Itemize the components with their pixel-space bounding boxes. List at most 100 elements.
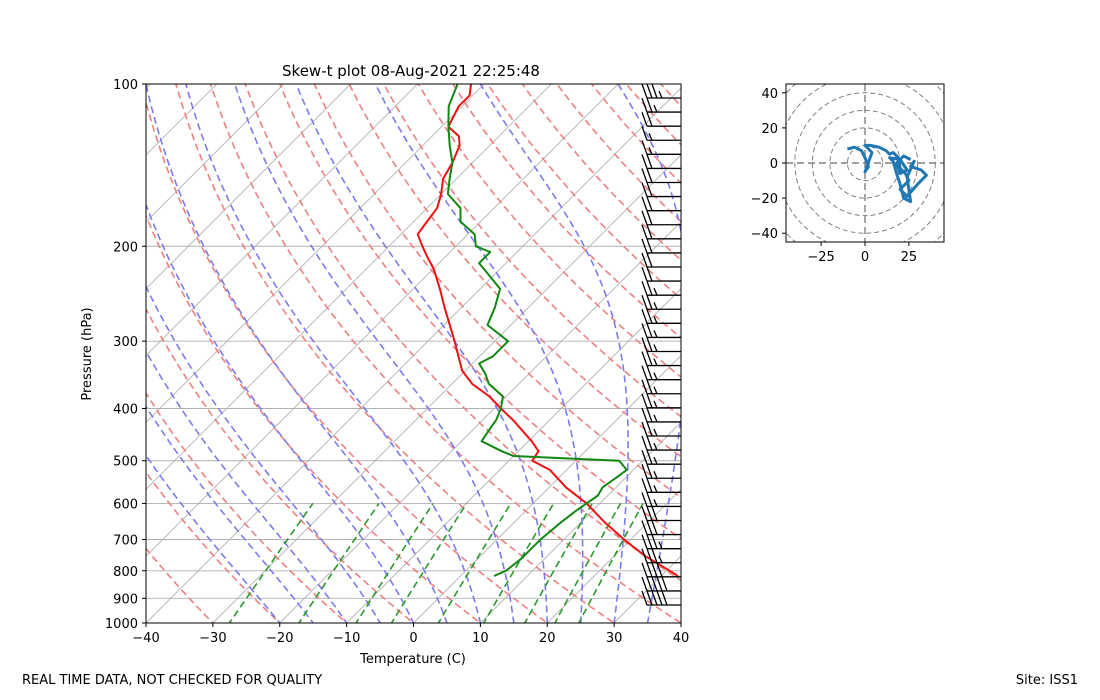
moist-adiabat	[146, 349, 348, 623]
dry-adiabat	[765, 84, 1100, 634]
dry-adiabat	[146, 99, 549, 623]
hodograph-y-tick-label: −40	[751, 227, 778, 242]
y-tick-label: 300	[113, 335, 138, 350]
wind-barb	[641, 126, 681, 141]
wind-barb	[641, 210, 681, 226]
x-axis-ticks: −40 −30 −20 −10 0 10 20 30 40	[132, 623, 689, 646]
y-tick-label: 600	[113, 497, 138, 512]
y-tick-label: 400	[113, 403, 138, 418]
moist-adiabat	[374, 84, 584, 623]
x-tick-label: −30	[199, 631, 226, 646]
dry-adiabat	[146, 307, 415, 623]
wind-barb	[641, 337, 681, 353]
site-label: Site: ISS1	[1015, 673, 1078, 688]
wind-barb	[641, 309, 681, 324]
dry-adiabat	[313, 84, 681, 499]
dry-adiabat	[625, 84, 681, 146]
quality-disclaimer: REAL TIME DATA, NOT CHECKED FOR QUALITY	[22, 673, 323, 688]
wind-barb	[641, 323, 681, 339]
wind-barb	[641, 154, 681, 170]
dry-adiabat	[590, 84, 681, 185]
hodograph-chart: −25 0 25 −40 −20 0 20 40	[751, 83, 945, 265]
isotherm-gridline	[736, 72, 1100, 634]
skew-t-chart: −40 −30 −20 −10 0 10 20 30 40 100200300400500600…	[0, 62, 1100, 667]
wind-barb	[641, 379, 681, 395]
moist-adiabat	[146, 405, 315, 623]
isotherm-gridline	[345, 287, 681, 623]
dry-adiabat	[209, 84, 681, 623]
wind-barb	[641, 576, 681, 592]
hodograph-rings	[786, 84, 944, 242]
wind-barb	[641, 168, 681, 184]
y-tick-label: 800	[113, 565, 138, 580]
moist-adiabat	[295, 84, 549, 623]
wind-barb	[641, 478, 681, 493]
mixing-ratio-line	[437, 502, 512, 623]
hodograph-y-tick-label: −20	[751, 192, 778, 207]
dry-adiabat	[486, 84, 681, 300]
wind-barb	[641, 351, 681, 367]
x-tick-label: 20	[539, 631, 556, 646]
wind-barb	[641, 449, 681, 465]
wind-barb	[641, 266, 681, 282]
y-tick-label: 200	[113, 240, 138, 255]
wind-barb	[641, 393, 681, 409]
wind-barb	[641, 224, 681, 240]
hodograph-line	[847, 143, 928, 204]
isotherm-gridline	[803, 72, 1100, 634]
wind-barb	[641, 295, 681, 310]
moist-adiabat	[617, 84, 681, 623]
skew-t-grid	[0, 72, 1100, 634]
x-tick-label: 40	[673, 631, 690, 646]
wind-barbs	[641, 83, 681, 606]
hodograph-y-tick-label: 0	[770, 157, 778, 172]
isotherm-gridline	[0, 72, 28, 634]
isotherm-gridline	[146, 84, 552, 490]
wind-barb	[641, 280, 681, 296]
y-tick-label: 500	[113, 455, 138, 470]
wind-barb	[641, 407, 681, 423]
moist-adiabat	[146, 454, 281, 623]
moist-adiabat	[680, 619, 681, 623]
moist-adiabat	[234, 84, 515, 623]
mixing-ratio-line	[228, 502, 314, 623]
y-tick-label: 900	[113, 592, 138, 607]
wind-barb	[641, 252, 681, 268]
isotherm-gridline	[412, 354, 681, 623]
skew-t-profiles	[416, 84, 679, 577]
y-tick-label: 100	[113, 78, 138, 93]
isotherm-gridline	[479, 421, 681, 623]
x-tick-label: 30	[606, 631, 623, 646]
x-tick-label: −40	[132, 631, 159, 646]
wind-barb	[641, 140, 681, 155]
mixing-ratio-line	[298, 502, 380, 623]
x-tick-label: −20	[266, 631, 293, 646]
isotherm-gridline	[146, 84, 619, 557]
hodograph-ring	[811, 109, 919, 217]
wind-barb	[641, 182, 681, 198]
isotherm-gridline	[146, 84, 352, 290]
wind-barb	[641, 464, 681, 479]
wind-barb	[641, 97, 681, 113]
wind-barb	[641, 548, 681, 564]
isotherm-gridline	[680, 622, 681, 623]
mixing-ratio-line	[577, 503, 644, 623]
mixing-ratio-line	[482, 502, 555, 623]
moist-adiabat	[185, 84, 482, 623]
x-axis-label: Temperature (C)	[359, 652, 466, 667]
hodograph-y-tick-label: 20	[761, 122, 778, 137]
mixing-ratio-line	[390, 502, 468, 623]
y-axis-label: Pressure (hPa)	[80, 307, 95, 400]
wind-barb	[641, 590, 681, 606]
isotherm-gridline	[546, 488, 681, 623]
hodograph-trace	[847, 143, 928, 204]
wind-barb	[641, 435, 681, 451]
y-tick-label: 1000	[105, 617, 138, 632]
wind-barb	[641, 111, 681, 127]
wind-barb	[641, 421, 681, 437]
dry-adiabat	[660, 84, 681, 108]
wind-barb	[641, 83, 681, 99]
temperature-profile	[416, 84, 679, 577]
wind-barb	[641, 492, 681, 508]
chart-title: Skew-t plot 08-Aug-2021 22:25:48	[282, 62, 540, 80]
